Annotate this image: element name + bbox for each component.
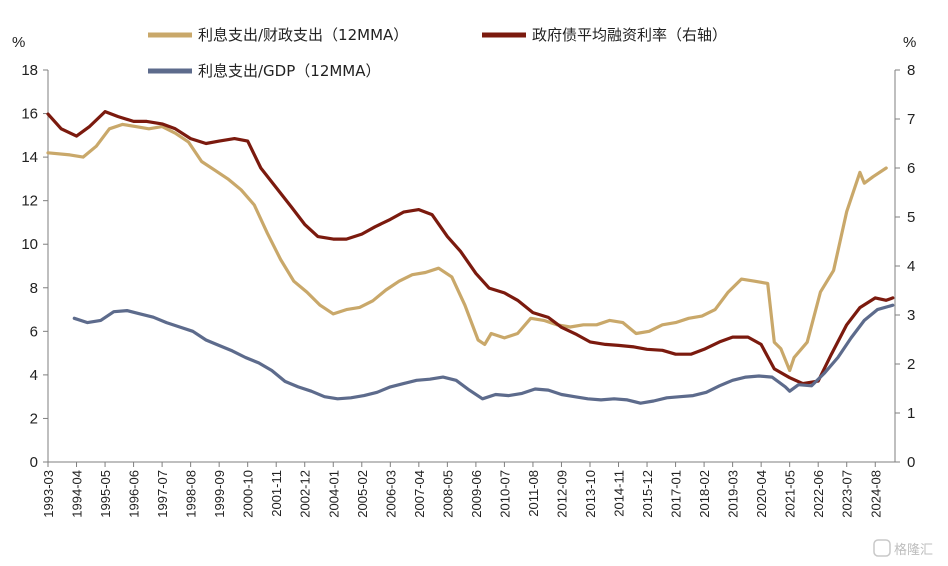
left-tick-label: 4 bbox=[30, 367, 38, 384]
x-tick-label: 2002-12 bbox=[298, 470, 313, 518]
right-tick-label: 8 bbox=[907, 62, 915, 79]
x-tick-label: 2009-06 bbox=[469, 470, 484, 518]
left-tick-label: 6 bbox=[30, 323, 38, 340]
legend: 利息支出/财政支出（12MMA） 政府债平均融资利率（右轴） 利息支出/GDP（… bbox=[148, 26, 727, 80]
x-tick-label: 2022-06 bbox=[811, 470, 826, 518]
legend-label-interest-gdp: 利息支出/GDP（12MMA） bbox=[198, 62, 381, 80]
right-tick-label: 5 bbox=[907, 209, 915, 226]
left-axis-ticks: 0 2 4 6 8 10 12 14 16 18 bbox=[21, 62, 48, 471]
x-tick-label: 1996-06 bbox=[127, 470, 142, 518]
series-line-2 bbox=[72, 303, 895, 405]
left-tick-label: 18 bbox=[21, 62, 38, 79]
right-tick-label: 6 bbox=[907, 160, 915, 177]
x-tick-label: 2008-05 bbox=[440, 470, 455, 518]
left-tick-label: 10 bbox=[21, 236, 38, 253]
right-tick-label: 1 bbox=[907, 405, 915, 422]
right-axis-ticks: 0 1 2 3 4 5 6 7 8 bbox=[895, 62, 915, 471]
right-tick-label: 0 bbox=[907, 454, 915, 471]
x-tick-label: 2015-12 bbox=[640, 470, 655, 518]
x-tick-label: 1999-09 bbox=[212, 470, 227, 518]
right-tick-label: 3 bbox=[907, 307, 915, 324]
x-tick-label: 2024-08 bbox=[868, 470, 883, 518]
watermark-text: 格隆汇 bbox=[894, 542, 933, 558]
x-tick-label: 1997-07 bbox=[155, 470, 170, 518]
x-tick-label: 2013-10 bbox=[583, 470, 598, 518]
right-axis-unit: % bbox=[903, 34, 916, 51]
series-line-0 bbox=[46, 122, 888, 373]
left-tick-label: 8 bbox=[30, 280, 38, 297]
x-tick-label: 1995-05 bbox=[98, 470, 113, 518]
x-tick-label: 2020-04 bbox=[754, 470, 769, 518]
left-tick-label: 0 bbox=[30, 454, 38, 471]
series-lines bbox=[46, 110, 895, 405]
watermark-logo-icon bbox=[873, 539, 891, 557]
x-tick-label: 2010-07 bbox=[497, 470, 512, 518]
left-axis-unit: % bbox=[12, 34, 25, 51]
x-tick-label: 2004-01 bbox=[326, 470, 341, 518]
x-tick-label: 2000-10 bbox=[241, 470, 256, 518]
x-tick-label: 2001-11 bbox=[269, 470, 284, 517]
right-tick-label: 2 bbox=[907, 356, 915, 373]
x-tick-label: 2012-09 bbox=[554, 470, 569, 518]
x-tick-label: 1993-03 bbox=[41, 470, 56, 518]
right-tick-label: 4 bbox=[907, 258, 915, 275]
x-tick-label: 2014-11 bbox=[612, 470, 627, 517]
x-tick-label: 1994-04 bbox=[70, 470, 85, 518]
x-tick-label: 2017-01 bbox=[669, 470, 684, 518]
x-tick-label: 2005-02 bbox=[355, 470, 370, 518]
x-tick-label: 1998-08 bbox=[184, 470, 199, 518]
x-tick-label: 2007-04 bbox=[412, 470, 427, 518]
left-tick-label: 16 bbox=[21, 106, 38, 123]
legend-label-gov-bond-rate: 政府债平均融资利率（右轴） bbox=[532, 26, 727, 44]
x-tick-label: 2023-07 bbox=[840, 470, 855, 518]
x-tick-label: 2021-05 bbox=[783, 470, 798, 518]
legend-label-interest-fiscal: 利息支出/财政支出（12MMA） bbox=[198, 26, 408, 44]
x-tick-label: 2011-08 bbox=[526, 470, 541, 517]
right-tick-label: 7 bbox=[907, 111, 915, 128]
x-tick-label: 2006-03 bbox=[383, 470, 398, 518]
watermark: 格隆汇 bbox=[873, 539, 933, 558]
left-tick-label: 2 bbox=[30, 410, 38, 427]
left-tick-label: 14 bbox=[21, 149, 38, 166]
x-axis-ticks: 1993-03 1994-04 1995-05 1996-06 1997-07 1998-… bbox=[41, 462, 883, 518]
series-line-1 bbox=[46, 110, 895, 386]
x-tick-label: 2019-03 bbox=[726, 470, 741, 518]
x-tick-label: 2018-02 bbox=[697, 470, 712, 518]
left-tick-label: 12 bbox=[21, 193, 38, 210]
